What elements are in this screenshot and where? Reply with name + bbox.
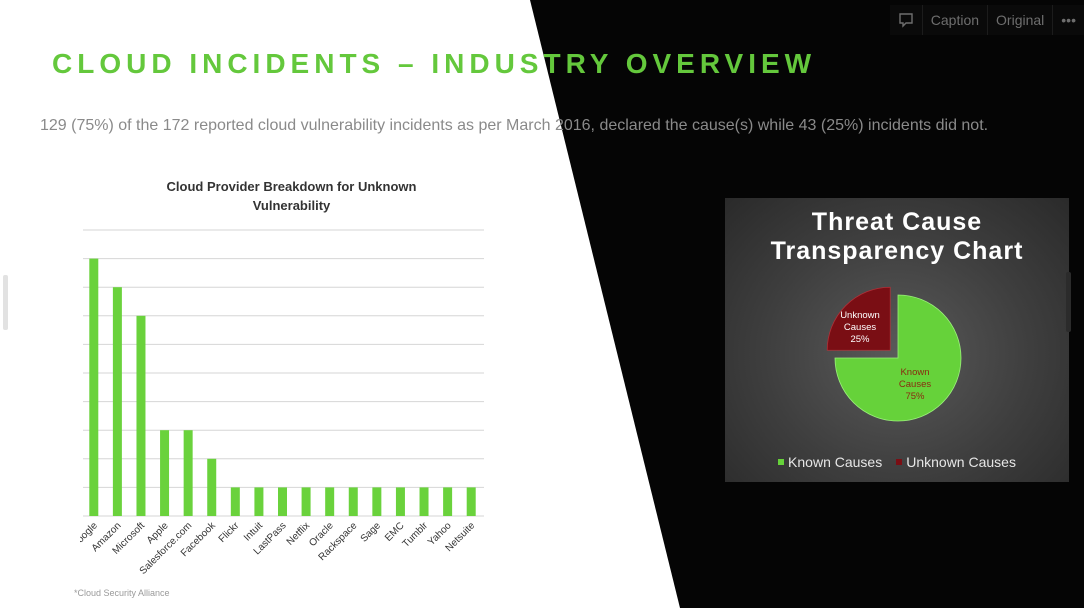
source-footnote: *Cloud Security Alliance bbox=[74, 588, 170, 598]
pie-slice-unknown bbox=[826, 286, 891, 351]
bar bbox=[136, 315, 146, 516]
bar bbox=[325, 487, 335, 516]
bar bbox=[89, 258, 99, 516]
legend-swatch-known bbox=[778, 459, 785, 465]
legend-label-unknown: Unknown Causes bbox=[906, 454, 1016, 470]
bar-chart: Cloud Provider Breakdown for Unknown Vuln… bbox=[80, 179, 484, 577]
bar bbox=[372, 487, 382, 516]
bar bbox=[419, 487, 429, 516]
x-tick-label: Netflix bbox=[285, 520, 312, 547]
legend-item-unknown: Unknown Causes bbox=[896, 454, 1016, 470]
comment-button[interactable] bbox=[889, 5, 922, 35]
pie-known-label-line3: 75% bbox=[905, 391, 925, 402]
more-options-button[interactable]: ••• bbox=[1052, 5, 1084, 35]
bar bbox=[348, 487, 358, 516]
pie-chart-title: Threat Cause Transparency Chart bbox=[770, 208, 1024, 265]
legend-swatch-unknown bbox=[896, 459, 903, 465]
caption-button[interactable]: Caption bbox=[921, 5, 988, 35]
original-button[interactable]: Original bbox=[987, 5, 1053, 35]
bar bbox=[112, 287, 122, 516]
viewer-toolbar: Caption Original ••• bbox=[889, 5, 1084, 35]
bar bbox=[443, 487, 453, 516]
x-tick-label: Flickr bbox=[217, 520, 242, 545]
slide-subtitle: 129 (75%) of the 172 reported cloud vuln… bbox=[40, 117, 989, 134]
bar bbox=[230, 487, 240, 516]
bar bbox=[254, 487, 264, 516]
bar bbox=[466, 487, 476, 516]
bar bbox=[395, 487, 405, 516]
legend-item-known: Known Causes bbox=[778, 454, 882, 470]
comment-icon bbox=[899, 13, 913, 28]
pie-known-label-line2: Causes bbox=[899, 379, 931, 390]
bar bbox=[160, 430, 170, 516]
right-scroll-handle[interactable] bbox=[1066, 272, 1071, 332]
bar bbox=[278, 487, 287, 516]
pie-legend: Known Causes Unknown Causes bbox=[725, 454, 1069, 470]
bar-chart-title-line1: Cloud Provider Breakdown for Unknown bbox=[167, 179, 417, 194]
pie-slice-known bbox=[834, 294, 962, 422]
bar bbox=[183, 430, 193, 516]
pie-unknown-label-line2: Causes bbox=[844, 322, 876, 333]
pie-unknown-label-line1: Unknown bbox=[840, 310, 880, 321]
pie-chart-panel: Threat Cause Transparency Chart Known Cau… bbox=[725, 198, 1069, 482]
legend-label-known: Known Causes bbox=[788, 454, 883, 470]
bar bbox=[207, 458, 217, 516]
pie-known-label-line1: Known bbox=[900, 367, 929, 378]
x-tick-label: Sage bbox=[359, 520, 384, 545]
slide-title: CLOUD INCIDENTS – INDUSTRY OVERVIEW bbox=[52, 48, 817, 79]
bar-chart-title-line2: Vulnerability bbox=[253, 198, 331, 213]
bar bbox=[301, 487, 311, 516]
left-scroll-handle[interactable] bbox=[3, 275, 8, 330]
pie-unknown-label-line3: 25% bbox=[850, 334, 870, 345]
x-tick-label: Tumblr bbox=[401, 520, 431, 550]
